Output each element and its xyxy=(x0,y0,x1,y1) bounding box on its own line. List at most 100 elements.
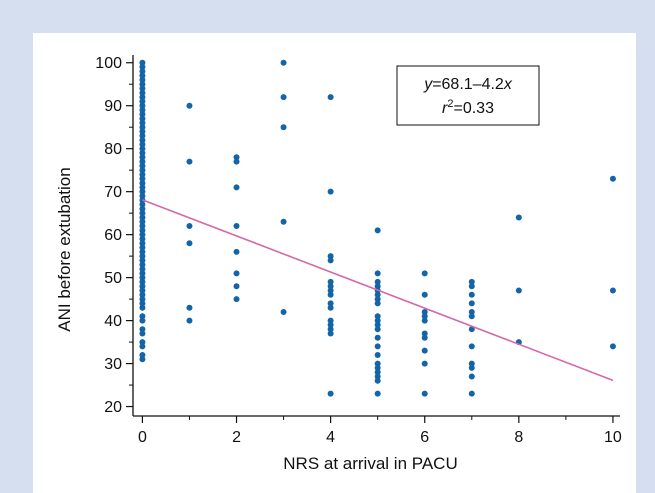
x-tick-label: 6 xyxy=(420,429,429,446)
data-point xyxy=(374,351,381,358)
axis-titles: NRS at arrival in PACU ANI before extubat… xyxy=(55,167,458,473)
data-point xyxy=(374,291,381,298)
equation-var-y: y xyxy=(423,76,433,93)
data-point xyxy=(139,59,146,66)
data-point xyxy=(139,227,146,234)
data-point xyxy=(233,296,240,303)
scatter-chart: 20 30 40 50 60 70 80 90 100 0 2 4 6 8 10 NRS at arriva… xyxy=(55,55,622,473)
chart-card: 20 30 40 50 60 70 80 90 100 0 2 4 6 8 10 NRS at arriva… xyxy=(33,33,636,493)
data-point xyxy=(515,287,522,294)
data-point xyxy=(468,308,475,315)
data-point xyxy=(374,278,381,285)
data-point xyxy=(139,94,146,101)
y-tick-label: 20 xyxy=(104,399,122,416)
data-point xyxy=(139,214,146,221)
data-point xyxy=(139,145,146,152)
data-point xyxy=(233,270,240,277)
data-point xyxy=(139,235,146,242)
data-point xyxy=(139,154,146,161)
data-point xyxy=(421,390,428,397)
data-point xyxy=(280,124,287,131)
data-point xyxy=(374,313,381,320)
data-point xyxy=(186,317,193,324)
data-point xyxy=(139,343,146,350)
data-point xyxy=(327,278,334,285)
data-point xyxy=(374,227,381,234)
x-tick-label: 4 xyxy=(326,429,335,446)
data-point xyxy=(139,128,146,135)
data-point xyxy=(139,167,146,174)
data-point xyxy=(374,369,381,376)
data-point xyxy=(468,313,475,320)
data-point xyxy=(609,287,616,294)
data-point xyxy=(421,313,428,320)
data-point xyxy=(139,175,146,182)
data-point xyxy=(374,373,381,380)
regression-line xyxy=(142,199,614,382)
data-point xyxy=(280,218,287,225)
data-point xyxy=(139,72,146,79)
y-tick-label: 30 xyxy=(104,356,122,373)
data-point xyxy=(327,321,334,328)
data-point xyxy=(139,296,146,303)
data-point xyxy=(468,326,475,333)
data-point xyxy=(139,356,146,363)
data-point xyxy=(139,111,146,118)
data-points xyxy=(139,59,616,397)
data-point xyxy=(139,89,146,96)
data-point xyxy=(139,313,146,320)
ticks: 20 30 40 50 60 70 80 90 100 0 2 4 6 8 10 xyxy=(95,55,622,446)
data-point xyxy=(139,76,146,83)
x-axis-title: NRS at arrival in PACU xyxy=(283,454,457,473)
data-point xyxy=(468,300,475,307)
data-point xyxy=(374,360,381,367)
data-point xyxy=(139,287,146,294)
data-point xyxy=(139,107,146,114)
data-point xyxy=(139,248,146,255)
data-point xyxy=(139,81,146,88)
y-tick-label: 90 xyxy=(104,98,122,115)
data-point xyxy=(374,377,381,384)
regression xyxy=(142,199,614,382)
data-point xyxy=(139,132,146,139)
equation-frame xyxy=(396,65,540,126)
r-squared-value: =0.33 xyxy=(453,100,494,117)
data-point xyxy=(327,317,334,324)
r-squared-symbol: r xyxy=(442,100,448,117)
data-point xyxy=(186,102,193,109)
data-point xyxy=(139,291,146,298)
data-point xyxy=(421,270,428,277)
data-point xyxy=(421,347,428,354)
data-point xyxy=(421,291,428,298)
data-point xyxy=(374,296,381,303)
x-tick-label: 0 xyxy=(138,429,147,446)
y-axis-title: ANI before extubation xyxy=(55,167,74,331)
data-point xyxy=(139,162,146,169)
r-squared-exponent: 2 xyxy=(447,98,453,110)
data-point xyxy=(139,266,146,273)
data-point xyxy=(139,218,146,225)
data-point xyxy=(421,317,428,324)
equation-box: y=68.1–4.2x r2=0.33 xyxy=(396,65,540,126)
data-point xyxy=(139,137,146,144)
data-point xyxy=(374,364,381,371)
data-point xyxy=(139,339,146,346)
data-point xyxy=(233,154,240,161)
data-point xyxy=(327,283,334,290)
equation-var-x: x xyxy=(503,76,513,93)
x-tick-label: 8 xyxy=(514,429,523,446)
data-point xyxy=(468,291,475,298)
data-point xyxy=(327,326,334,333)
axes xyxy=(132,55,620,417)
data-point xyxy=(374,326,381,333)
data-point xyxy=(280,308,287,315)
data-point xyxy=(327,257,334,264)
data-point xyxy=(468,278,475,285)
data-point xyxy=(233,158,240,165)
x-tick-label: 2 xyxy=(232,429,241,446)
data-point xyxy=(468,283,475,290)
data-point xyxy=(139,330,146,337)
data-point xyxy=(139,304,146,311)
data-point xyxy=(139,141,146,148)
data-point xyxy=(421,308,428,315)
